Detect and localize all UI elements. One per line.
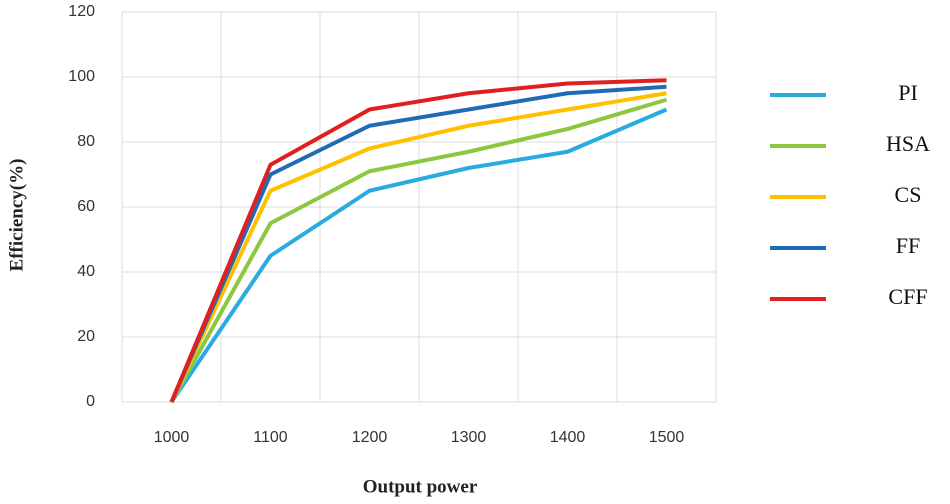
x-tick-label: 1500 bbox=[649, 429, 685, 446]
legend-label: FF bbox=[896, 233, 920, 258]
x-axis-label: Output power bbox=[363, 476, 478, 497]
legend-label: CS bbox=[895, 182, 922, 207]
legend-label: CFF bbox=[888, 284, 927, 309]
y-tick-label: 120 bbox=[68, 3, 95, 20]
legend-label: PI bbox=[898, 80, 918, 105]
x-tick-label: 1200 bbox=[352, 429, 388, 446]
series-line bbox=[169, 91, 667, 403]
y-tick-label: 20 bbox=[77, 328, 95, 345]
y-tick-label: 80 bbox=[77, 133, 95, 150]
x-tick-label: 1300 bbox=[451, 429, 487, 446]
x-tick-label: 1400 bbox=[550, 429, 586, 446]
x-tick-label: 1000 bbox=[154, 429, 190, 446]
y-tick-label: 40 bbox=[77, 263, 95, 280]
y-tick-label: 0 bbox=[86, 393, 95, 410]
y-tick-label: 60 bbox=[77, 198, 95, 215]
series-line bbox=[169, 107, 668, 404]
series-line bbox=[169, 97, 668, 403]
y-axis-label: Efficiency(%) bbox=[6, 159, 27, 272]
legend-label: HSA bbox=[886, 131, 930, 156]
x-tick-label: 1100 bbox=[253, 429, 288, 446]
series-line bbox=[169, 78, 667, 403]
series-line bbox=[169, 84, 667, 403]
y-tick-label: 100 bbox=[68, 68, 95, 85]
